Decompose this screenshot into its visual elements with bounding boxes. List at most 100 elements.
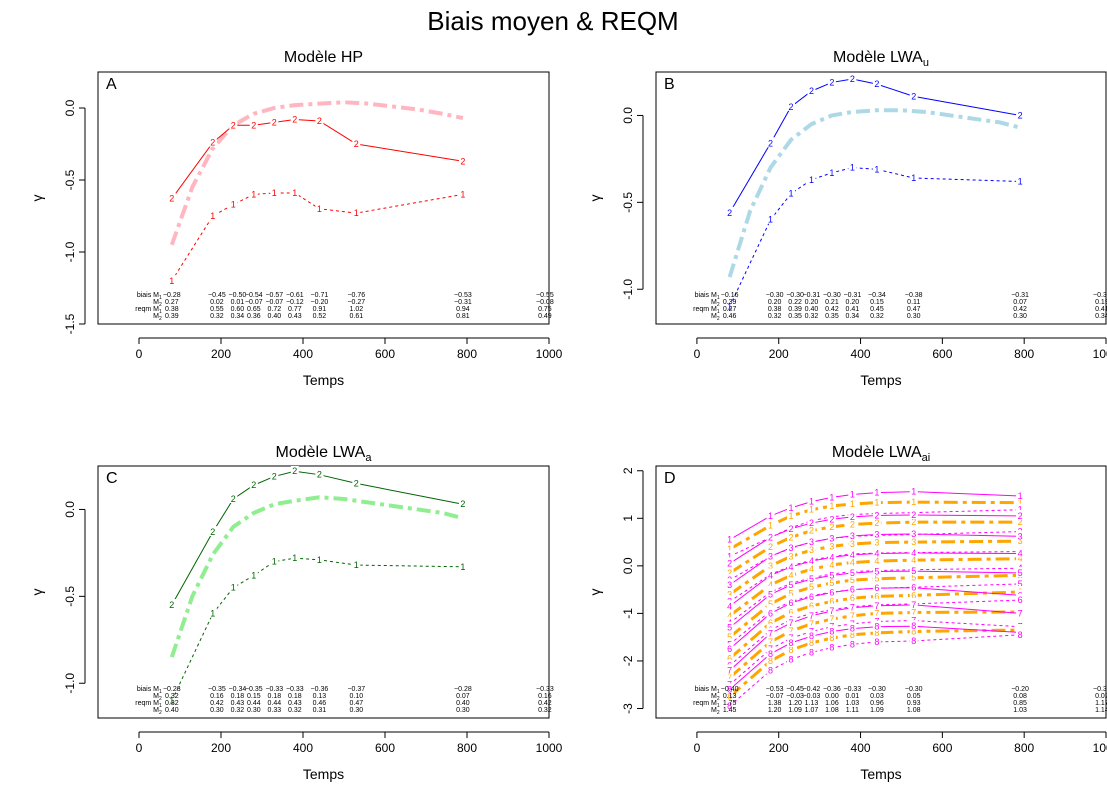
panel-letter-d: D <box>664 470 676 487</box>
series-d-truth-2-marker-6: 2 <box>874 518 879 528</box>
stats-cell-b-0-1: −0.30 <box>766 292 784 299</box>
series-d-truth-8-marker-bg-6 <box>872 626 881 637</box>
series-d-m2-7-marker-1: 7 <box>768 628 773 638</box>
series-d-m2-5-marker-8: 5 <box>1018 568 1023 578</box>
stats-cell-d-2-5: 1.03 <box>846 700 860 707</box>
series-c-m2-marker-bg-4 <box>270 470 279 481</box>
stats-cell-b-2-5: 0.41 <box>846 306 860 313</box>
series-d-truth-5-marker-bg-1 <box>766 597 775 608</box>
series-c-m1 <box>171 557 463 701</box>
series-a-m2-marker-4: 2 <box>272 117 277 127</box>
series-d-truth-6-marker-bg-4 <box>827 595 836 606</box>
stats-cell-c-2-8: 0.40 <box>456 700 470 707</box>
series-d-m2-4-marker-6: 4 <box>874 548 879 558</box>
series-d-truth-5-marker-bg-0 <box>725 631 734 642</box>
y-tick-label-a-0: -1.5 <box>63 313 77 334</box>
series-d-truth-8-marker-3: 8 <box>809 638 814 648</box>
series-d-m2-7-marker-6: 7 <box>874 601 879 611</box>
series-d-m2-7-marker-bg-5 <box>848 601 857 612</box>
stats-cell-b-1-8: 0.07 <box>1013 299 1027 306</box>
series-c-m1-marker-6: 1 <box>317 555 322 565</box>
series-d-m2-1-marker-8: 1 <box>1018 491 1023 501</box>
series-b-m1-marker-3: 1 <box>809 175 814 185</box>
stats-cell-c-1-3: 0.15 <box>247 693 261 700</box>
series-d-m2-3-marker-bg-3 <box>807 536 816 547</box>
panel-title-sub-b: u <box>923 57 929 69</box>
series-d-truth-7-marker-6: 7 <box>874 608 879 618</box>
series-d-m2-7-marker-4: 7 <box>829 606 834 616</box>
series-d-m2-8-marker-bg-3 <box>807 630 816 641</box>
series-d-truth-7-marker-bg-6 <box>872 607 881 618</box>
series-d-truth-3-marker-6: 3 <box>874 538 879 548</box>
series-b-truth <box>727 108 1021 278</box>
series-a-m2-marker-bg-2 <box>229 119 238 130</box>
stats-cell-c-1-0: 0.32 <box>165 693 179 700</box>
series-d-m2-8-marker-4: 8 <box>829 626 834 636</box>
series-d-m2-3-marker-bg-5 <box>848 529 857 540</box>
series-d-truth-2-marker-3: 2 <box>809 526 814 536</box>
series-d-truth-3-marker-3: 3 <box>809 545 814 555</box>
series-d-truth-3-marker-bg-1 <box>766 559 775 570</box>
series-c-m2-marker-6: 2 <box>317 470 322 480</box>
stats-cell-d-2-6: 0.96 <box>870 700 884 707</box>
series-d-m2-8-marker-7: 8 <box>911 621 916 631</box>
x-tick-label-b-3: 600 <box>932 347 952 361</box>
series-d-m2-4-marker-1: 4 <box>768 570 773 580</box>
series-d-m2-8-marker-5: 8 <box>850 624 855 634</box>
x-tick-label-a-4: 800 <box>457 347 477 361</box>
stats-cell-d-1-9: 0.02 <box>1095 693 1107 700</box>
series-d-truth-1-marker-3: 1 <box>809 505 814 515</box>
series-d-m2-5-marker-1: 5 <box>768 589 773 599</box>
series-c-m2-marker-3: 2 <box>251 480 256 490</box>
series-d-m2-2-marker-8: 2 <box>1018 511 1023 521</box>
panel-title-main-b: Modèle LWA <box>833 49 923 66</box>
series-d-m2-1-marker-7: 1 <box>911 487 916 497</box>
series-d-truth-8-marker-bg-0 <box>725 690 734 701</box>
series-d-truth-8-marker-1: 8 <box>768 656 773 666</box>
series-d-truth-2-marker-1: 2 <box>768 542 773 552</box>
series-a-m1-marker-bg-1 <box>208 210 217 220</box>
series-d-m2-6-marker-bg-7 <box>909 581 918 592</box>
series-d-truth-1-marker-bg-4 <box>827 499 836 510</box>
stats-cell-c-2-5: 0.43 <box>288 700 302 707</box>
series-a-m1-marker-7: 1 <box>354 208 359 218</box>
series-c-m2-marker-bg-5 <box>290 466 299 476</box>
series-b-m2-marker-bg-8 <box>1016 109 1025 120</box>
series-c-m2-marker-bg-2 <box>229 493 238 504</box>
stats-cell-d-1-0: 0.13 <box>723 693 737 700</box>
series-a-m2-marker-2: 2 <box>231 120 236 130</box>
series-d-m2-7-marker-bg-8 <box>1016 607 1025 618</box>
series-d-m2-3-marker-bg-1 <box>766 550 775 561</box>
stats-cell-a-0-4: −0.57 <box>265 292 283 299</box>
series-b-m1-marker-7: 1 <box>911 173 916 183</box>
series-a-m1-marker-6: 1 <box>317 204 322 214</box>
series-d-m2-6-marker-7: 6 <box>911 583 916 593</box>
series-d-m1-8-marker-bg-3 <box>807 646 816 657</box>
x-axis-label-a: Temps <box>303 372 344 388</box>
series-d-truth-6-marker-5: 6 <box>850 593 855 603</box>
series-d-m2-2-marker-5: 2 <box>850 512 855 522</box>
series-d-truth-5-marker-0: 5 <box>727 632 732 642</box>
series-d-m2-2-marker-0: 2 <box>727 558 732 568</box>
series-d-m2-7-marker-5: 7 <box>850 603 855 613</box>
series-d-truth-5-marker-bg-3 <box>807 581 816 592</box>
series-b-m1-marker-bg-4 <box>827 166 836 177</box>
series-d-m2-4-marker-3: 4 <box>809 556 814 566</box>
series-c-m1-marker-bg-6 <box>315 553 324 564</box>
stats-cell-c-2-2: 0.43 <box>231 700 245 707</box>
x-tick-label-b-2: 400 <box>851 347 871 361</box>
y-tick-label-b-0: -1.0 <box>621 279 635 300</box>
series-b-m1-marker-bg-5 <box>848 161 857 172</box>
series-c-m1-marker-7: 1 <box>354 560 359 570</box>
series-d-m2-7-marker-0: 7 <box>727 665 732 675</box>
series-d-m2-4-marker-bg-7 <box>909 547 918 558</box>
stats-cell-a-2-8: 0.94 <box>456 306 470 313</box>
series-d-m2-3-marker-5: 3 <box>850 531 855 541</box>
stats-cell-a-0-9: −0.55 <box>536 292 554 299</box>
series-d-m1-5-marker-bg-8 <box>1016 577 1025 588</box>
series-b-m1-marker-bg-8 <box>1016 175 1025 186</box>
series-d-m2-2-marker-bg-3 <box>807 517 816 528</box>
plot-frame-b <box>655 71 1107 325</box>
stats-cell-c-1-7: 0.10 <box>349 693 363 700</box>
stats-cell-b-1-0: 0.39 <box>723 299 737 306</box>
